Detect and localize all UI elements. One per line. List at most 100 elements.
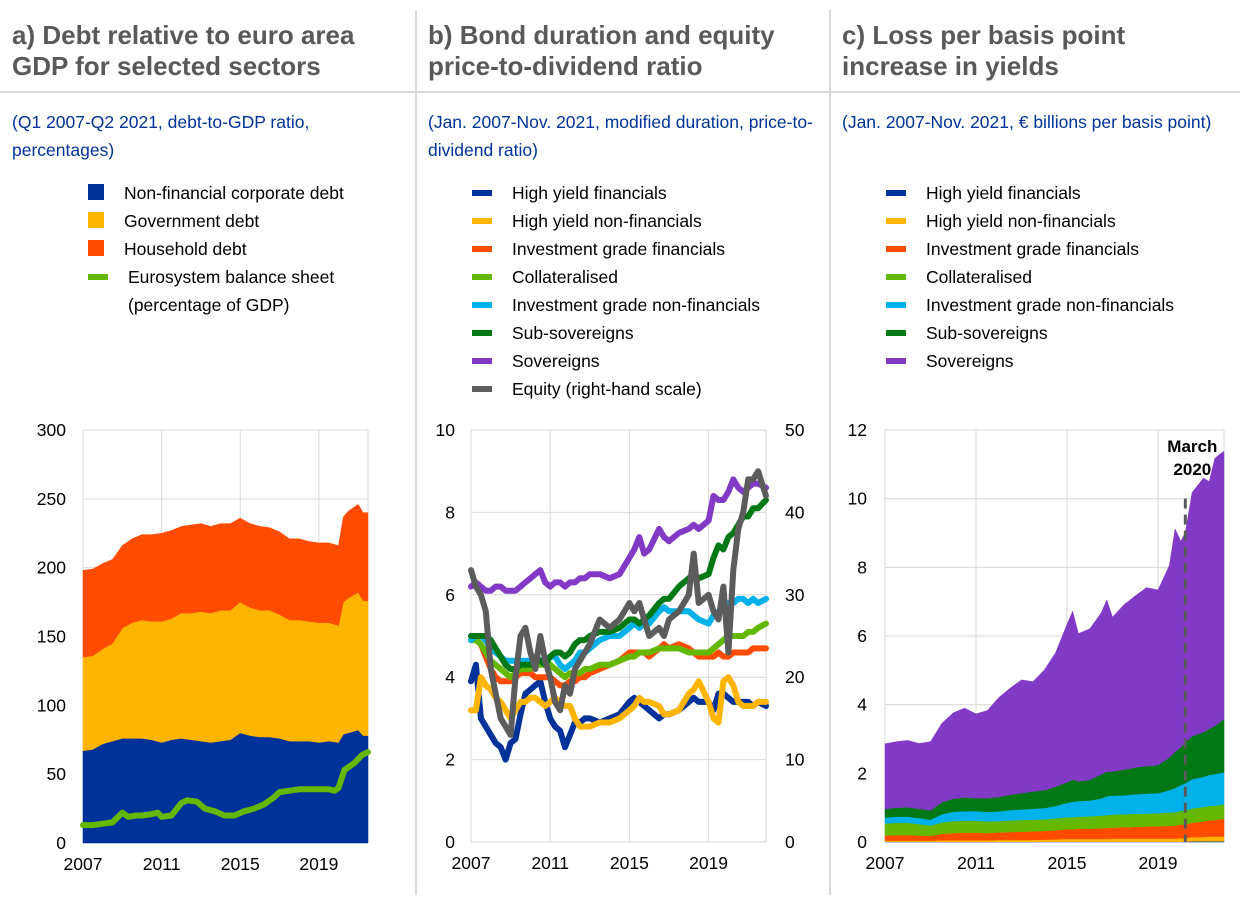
legend-swatch [472,246,492,252]
legend-swatch [88,240,104,256]
legend-label: Investment grade financials [512,239,726,259]
panel-c: c) Loss per basis point increase in yiel… [830,0,1240,902]
x-tick-label: 2019 [299,854,338,874]
y2-tick-label: 10 [785,750,805,770]
y-tick-label: 12 [848,420,867,440]
legend-label: Collateralised [926,267,1033,287]
legend-label: High yield non-financials [926,211,1116,231]
y-tick-label: 250 [37,489,66,509]
x-tick-label: 2007 [866,853,905,873]
legend-label: Sub-sovereigns [926,323,1048,343]
legend-item: Investment grade financials [886,235,1174,263]
legend-item: Eurosystem balance sheet (percentage of … [88,263,344,315]
legend-swatch [472,302,492,308]
y-tick-label: 6 [445,585,455,605]
legend-label: Investment grade financials [926,239,1140,259]
y-tick-label: 8 [857,557,867,577]
legend-item: Sovereigns [472,347,760,375]
panel-separator-2 [829,10,831,895]
panel-c-title: c) Loss per basis point increase in yiel… [842,20,1126,81]
y2-tick-label: 0 [785,832,795,852]
legend-item: Investment grade non-financials [472,291,760,319]
legend-item: High yield non-financials [886,207,1174,235]
legend-swatch [886,274,906,280]
legend-item: Investment grade non-financials [886,291,1174,319]
annotation-label: 2020 [1173,460,1211,479]
legend-label: Government debt [124,211,260,231]
line-sub-sovereigns [468,497,769,672]
chart-0: 0 50 100 150 200 250 300 2007 2011 2015 2019 [37,420,371,874]
legend-swatch [88,184,104,200]
legend-item: Collateralised [886,263,1174,291]
area-sovereigns [884,450,1225,811]
legend-swatch [886,330,906,336]
x-tick-label: 2007 [64,854,103,874]
legend-item: Investment grade financials [472,235,760,263]
legend-swatch [886,358,906,364]
title-separator [0,91,1240,93]
x-tick-label: 2019 [689,853,728,873]
y-tick-label: 50 [47,764,67,784]
x-tick-label: 2011 [531,853,569,873]
x-tick-label: 2019 [1139,853,1178,873]
panel-b-title: b) Bond duration and equity price-to-div… [428,20,775,81]
y-tick-label: 10 [848,489,868,509]
x-tick-label: 2007 [452,853,491,873]
y-tick-label: 10 [436,420,456,440]
panel-b: b) Bond duration and equity price-to-div… [416,0,829,902]
legend-item: High yield financials [886,179,1174,207]
y-tick-label: 150 [37,627,66,647]
line-sovereigns [468,476,769,594]
legend-swatch [472,330,492,336]
x-tick-label: 2011 [143,854,181,874]
legend-label: High yield non-financials [512,211,702,231]
legend-label: High yield financials [926,183,1081,203]
line-equity-right-hand-scale- [468,468,769,738]
legend-item: Equity (right-hand scale) [472,375,760,403]
y2-tick-label: 20 [785,667,805,687]
line-eurosystem-balance-sheet [80,749,371,829]
legend-label: Equity (right-hand scale) [512,379,702,399]
annotation-label: March [1167,437,1217,456]
x-tick-label: 2015 [610,853,649,873]
legend-label: Investment grade non-financials [926,295,1175,315]
y-tick-label: 2 [857,763,867,783]
legend-swatch [472,386,492,392]
y2-tick-label: 50 [785,420,805,440]
legend-label: Eurosystem balance sheet (percentage of … [128,267,335,315]
y-tick-label: 200 [37,558,66,578]
legend-label: Collateralised [512,267,619,287]
legend-label: Non-financial corporate debt [124,183,344,203]
legend-item: Sub-sovereigns [472,319,760,347]
y-tick-label: 2 [445,750,455,770]
legend-swatch [88,212,104,228]
panel-b-legend: High yield financials High yield non-fina… [472,179,760,403]
y-tick-label: 8 [445,502,455,522]
y2-tick-label: 40 [785,502,805,522]
y2-tick-label: 30 [785,585,805,605]
legend-item: High yield non-financials [472,207,760,235]
legend-label: Investment grade non-financials [512,295,761,315]
y-tick-label: 0 [445,832,455,852]
legend-item: Collateralised [472,263,760,291]
legend-label: Sovereigns [512,351,600,371]
y-tick-label: 100 [37,695,66,715]
chart-2: March 2020 0 2 4 6 8 10 12 2007 2011 2015 2019 [848,420,1225,873]
legend-swatch [472,274,492,280]
y-tick-label: 4 [445,667,455,687]
legend-swatch [886,246,906,252]
x-tick-label: 2011 [957,853,995,873]
y-tick-label: 300 [37,420,66,440]
legend-item: Non-financial corporate debt [88,179,344,207]
area-household-debt [82,503,369,658]
legend-item: High yield financials [472,179,760,207]
panel-a-title: a) Debt relative to euro area GDP for se… [12,20,355,81]
legend-label: High yield financials [512,183,667,203]
chart-1: 0 2 4 6 8 10 0 10 20 30 40 50 2007 2011 2015 2019 [436,420,805,873]
x-tick-label: 2015 [1048,853,1087,873]
legend-swatch [472,190,492,196]
legend-item: Sub-sovereigns [886,319,1174,347]
panel-a: a) Debt relative to euro area GDP for se… [0,0,415,902]
panel-a-legend: Non-financial corporate debt Government d… [88,179,344,315]
legend-label: Sub-sovereigns [512,323,634,343]
